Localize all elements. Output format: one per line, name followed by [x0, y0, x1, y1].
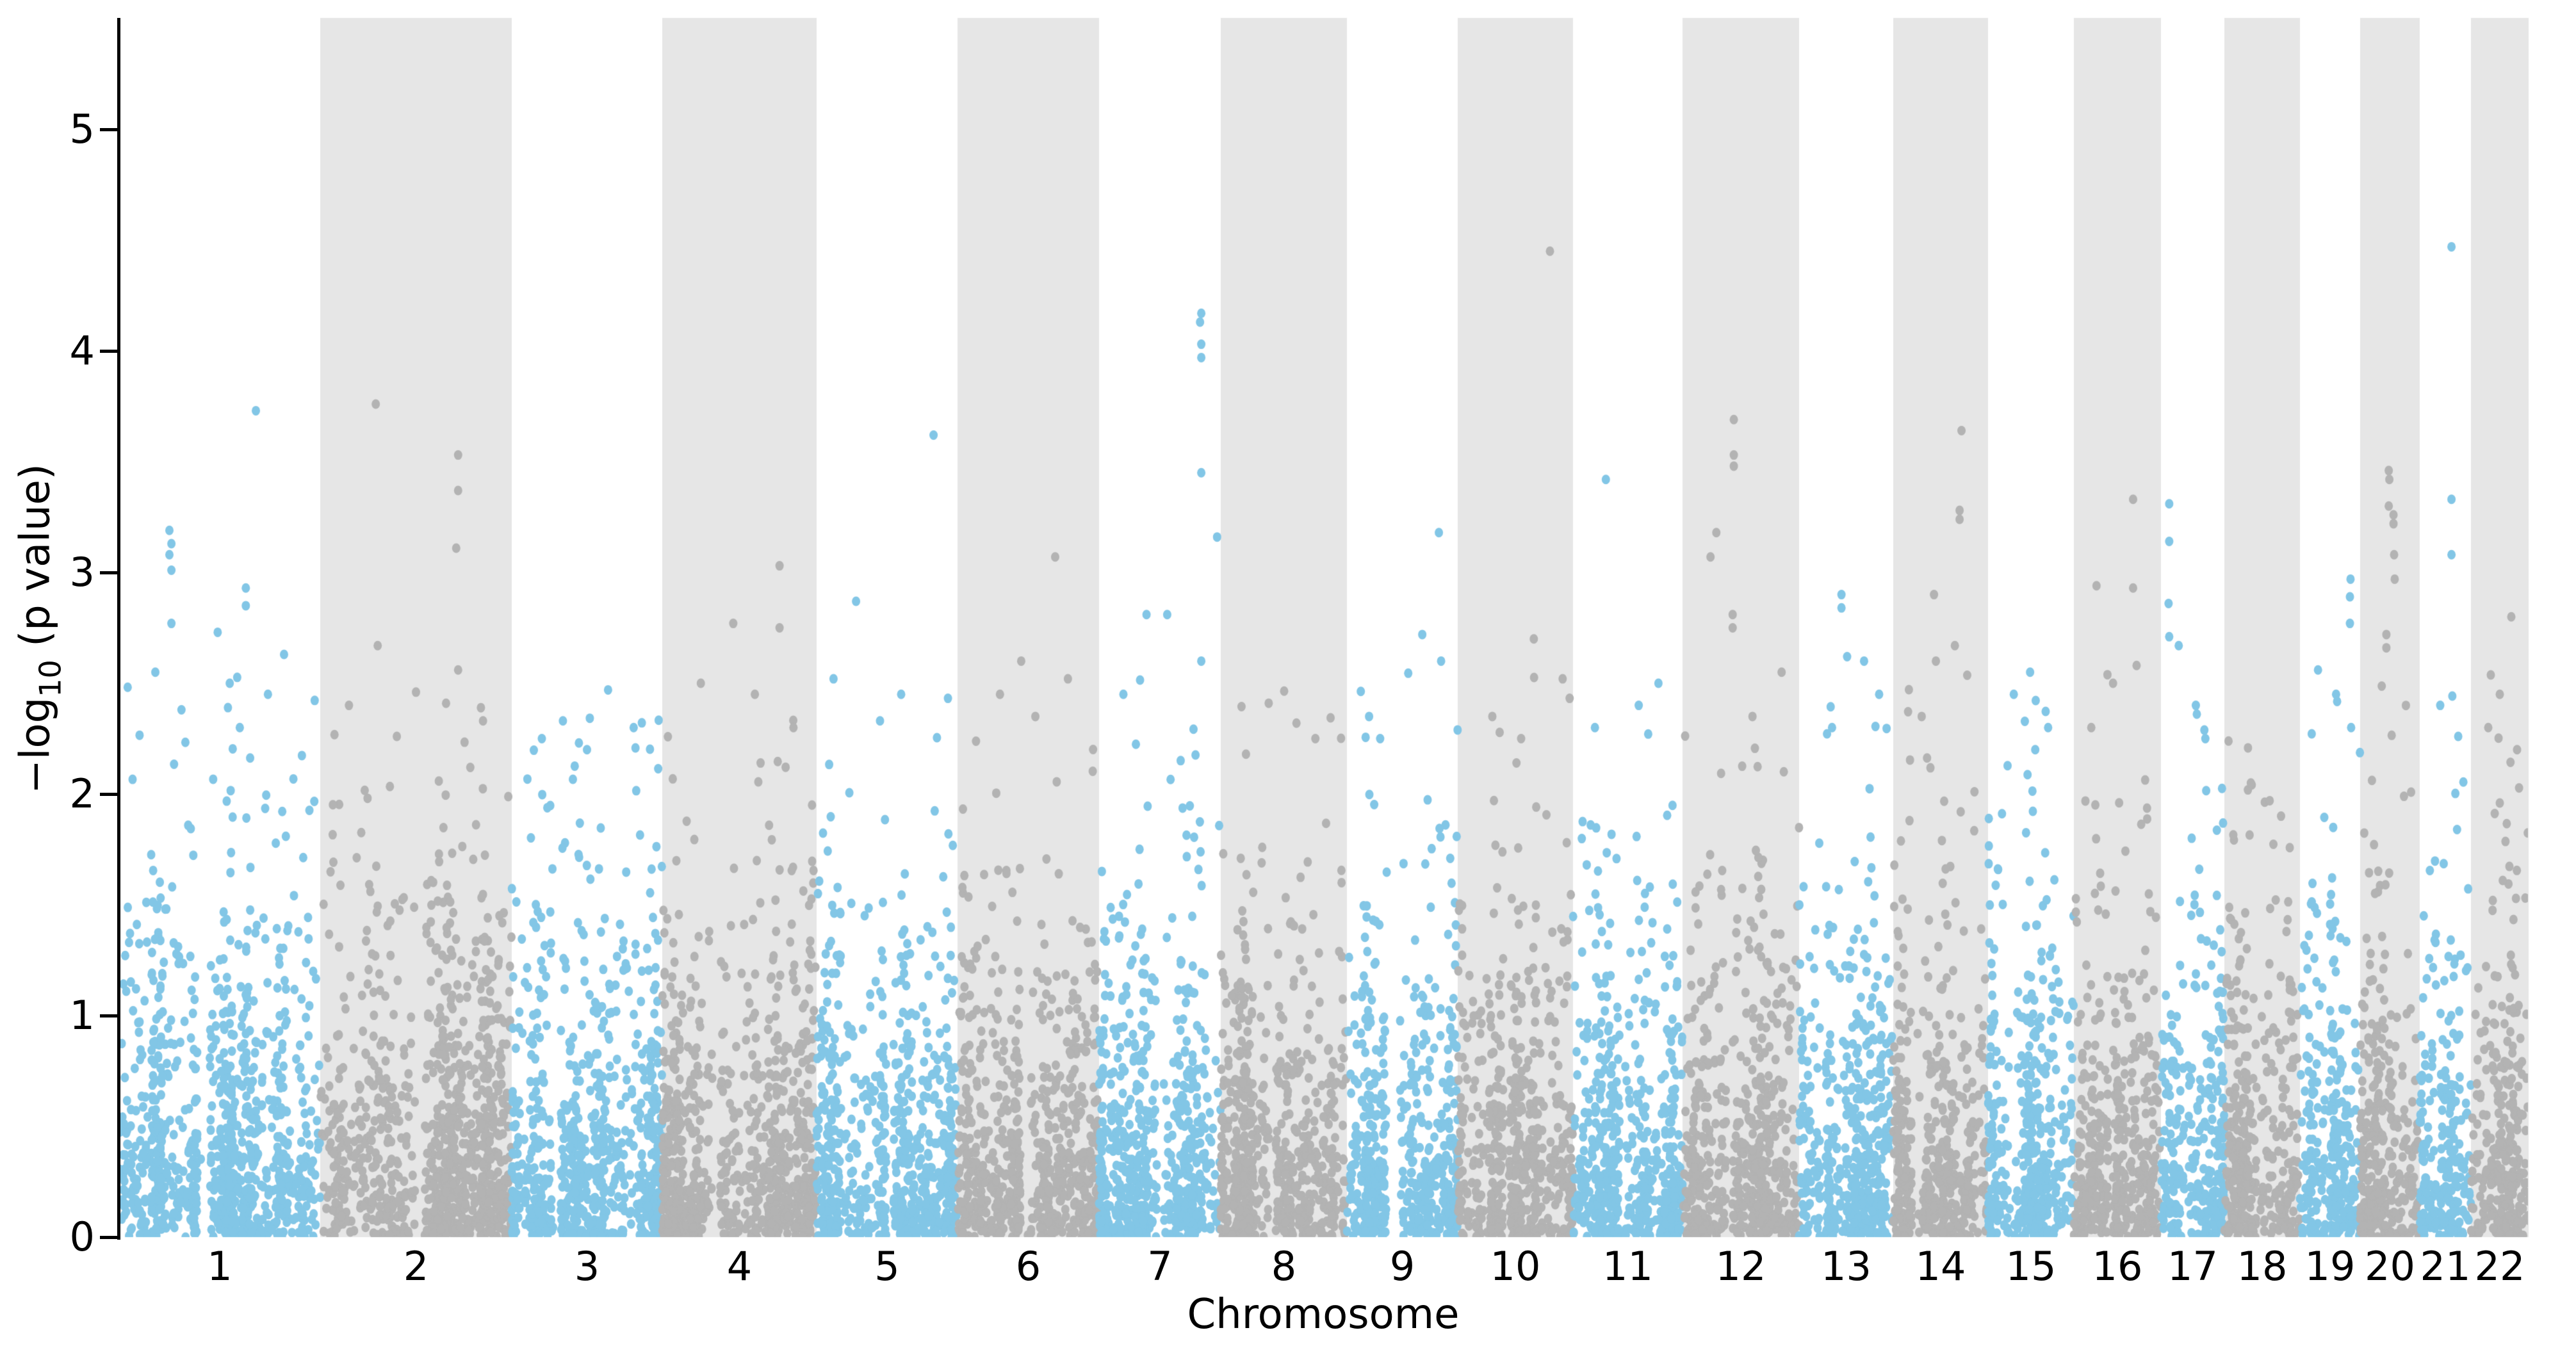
x-tick-label-chromosome: 12 [1715, 1243, 1766, 1290]
x-tick-label-chromosome: 13 [1821, 1243, 1871, 1290]
x-tick-label-chromosome: 18 [2237, 1243, 2288, 1290]
x-tick-label-chromosome: 8 [1271, 1243, 1297, 1290]
x-tick-label-chromosome: 22 [2474, 1243, 2525, 1290]
y-tick-label: 3 [69, 549, 95, 596]
x-tick-label-chromosome: 2 [403, 1243, 429, 1290]
y-axis-title-subscript: 10 [33, 660, 68, 697]
x-tick-label-chromosome: 15 [2005, 1243, 2057, 1290]
x-tick-label-chromosome: 10 [1490, 1243, 1541, 1290]
y-tick-label: 4 [69, 327, 95, 374]
x-tick-label-chromosome: 9 [1389, 1243, 1415, 1290]
x-tick-label-chromosome: 4 [726, 1243, 753, 1290]
x-tick-label-chromosome: 3 [574, 1243, 600, 1290]
x-tick-label-chromosome: 6 [1015, 1243, 1041, 1290]
x-tick-label-chromosome: 1 [207, 1243, 232, 1290]
x-tick-label-chromosome: 16 [2092, 1243, 2143, 1290]
x-tick-label-chromosome: 21 [2420, 1243, 2471, 1290]
y-axis-spine [117, 18, 120, 1240]
x-axis-title: Chromosome [1187, 1291, 1460, 1338]
x-tick-label-chromosome: 14 [1915, 1243, 1966, 1290]
x-tick-label-chromosome: 20 [2365, 1243, 2415, 1290]
x-tick-label-chromosome: 7 [1147, 1243, 1173, 1290]
y-tick-label: 1 [69, 992, 95, 1039]
y-axis-tick-mark [100, 1014, 119, 1017]
x-tick-label-chromosome: 19 [2304, 1243, 2356, 1290]
y-axis-title: −log10 (p value) [12, 464, 68, 794]
x-tick-label-chromosome: 5 [874, 1243, 900, 1290]
x-tick-label-chromosome: 11 [1602, 1243, 1653, 1290]
y-tick-label: 0 [69, 1213, 95, 1260]
y-axis-tick-mark [100, 571, 119, 574]
x-tick-label-chromosome: 17 [2167, 1243, 2218, 1290]
y-axis-tick-mark [100, 349, 119, 353]
y-axis-tick-mark [100, 792, 119, 796]
y-axis-tick-mark [100, 1235, 119, 1239]
y-tick-label: 2 [69, 770, 95, 817]
y-axis-title-suffix: (p value) [12, 464, 60, 660]
y-tick-label: 5 [69, 106, 95, 152]
y-axis-title-prefix: −log [12, 697, 60, 794]
y-axis-tick-mark [100, 127, 119, 131]
